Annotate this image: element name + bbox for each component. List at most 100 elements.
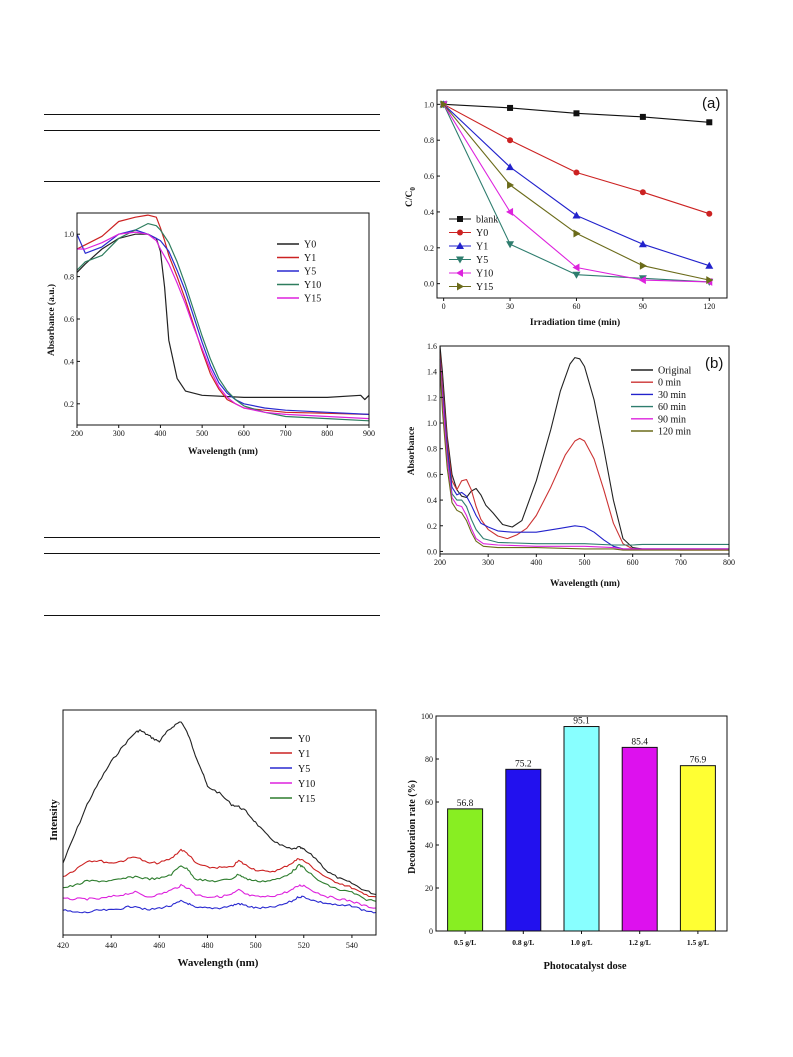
spectra-panel-label: (b) [705,355,723,372]
kinetics-legend-label: Y15 [476,282,493,293]
dose-category-label: 0.8 g/L [512,938,534,947]
pl-ylabel: Intensity [48,799,60,841]
dose-bar-value-label: 76.9 [690,756,707,766]
spectra-line-90-min [439,358,729,550]
kinetics-legend-marker [456,256,464,264]
y-tick-label: 20 [425,884,433,893]
dose-chart: 56.8 75.2 95.1 85.4 76.9 0.5 g/L 0.8 g/L 1.0 g… [407,712,728,972]
kinetics-legend-marker [457,282,464,291]
y-tick-label: 1.4 [427,368,437,377]
dose-category-label: 1.2 g/L [629,938,651,947]
spectra-line-original [439,345,729,550]
x-tick-label: 900 [363,429,375,438]
y-tick-label: 1.0 [424,100,434,109]
y-tick-label: 0.4 [64,357,74,366]
spectra-line-120-min [439,365,729,551]
y-tick-label: 0.2 [64,400,74,409]
pl-legend-label: Y0 [298,734,310,745]
table-rule-3 [44,181,380,182]
table-rule-2 [44,130,380,131]
dose-bar [563,726,600,932]
kinetics-point-y15 [639,261,647,270]
spectra-legend-label: 120 min [658,427,691,438]
spectra-line-30-min [439,358,729,550]
kinetics-legend-marker [456,269,463,277]
y-tick-label: 60 [425,798,433,807]
x-tick-label: 480 [201,941,213,950]
y-tick-label: 0.4 [424,208,434,217]
kinetics-line-y0 [443,103,710,215]
dose-category-label: 0.5 g/L [454,938,476,947]
x-tick-label: 200 [71,429,83,438]
y-tick-label: 1.2 [427,393,437,402]
kinetics-point-y15 [507,181,515,190]
dose-bar [505,768,542,932]
dose-bar-value-label: 95.1 [573,717,590,727]
kinetics-point-y0 [706,210,713,217]
y-tick-label: 0.6 [64,315,74,324]
x-tick-label: 200 [434,558,446,567]
dose-bar [679,765,716,932]
kinetics-point-y0 [639,189,646,196]
table-rule-1 [44,114,380,115]
uvvis-legend: Y0 Y1 Y5 Y10 Y15 [277,240,321,305]
kinetics-legend-marker [457,216,463,222]
uvvis-legend-label: Y5 [304,267,316,278]
uvvis-yticks: 0.2 0.4 0.6 0.8 1.0 [64,230,80,409]
y-tick-label: 0.8 [64,273,74,282]
y-tick-label: 0.4 [427,496,437,505]
kinetics-point-y1 [572,211,581,219]
y-tick-label: 0.6 [427,470,437,479]
kinetics-point-y15 [706,276,714,285]
kinetics-point-y0 [573,169,580,176]
x-tick-label: 400 [154,429,166,438]
dose-bar-value-label: 75.2 [515,759,532,769]
spectra-line-0-min [439,352,729,551]
kinetics-point-blank [507,104,514,111]
kinetics-point-y1 [705,261,714,269]
uvvis-line-y0 [76,233,370,401]
kinetics-line-y15 [443,103,710,281]
kinetics-point-y5 [506,241,515,249]
kinetics-plot-frame [436,89,728,299]
x-tick-label: 500 [196,429,208,438]
pl-legend-label: Y10 [298,779,315,790]
pl-xlabel: Wavelength (nm) [178,957,259,969]
kinetics-chart: 0 30 60 90 120 0.0 0.2 0.4 0.6 0.8 1.0 (a) Irradi… [405,89,728,328]
pl-line-y5 [62,895,377,914]
x-tick-label: 60 [572,302,580,311]
kinetics-legend-label: Y5 [476,255,488,266]
spectra-chart: 200 300 400 500 600 700 800 0.0 0.2 0.4 0.6 0.8 1.0… [407,342,735,589]
x-tick-label: 120 [703,302,715,311]
uvvis-line-y10 [76,223,370,422]
kinetics-point-blank [706,119,713,126]
spectra-legend-label: 90 min [658,414,686,425]
dose-bar [621,746,658,932]
dose-bar-value-label: 56.8 [457,799,474,809]
x-tick-label: 440 [105,941,117,950]
y-tick-label: 0.2 [427,522,437,531]
dose-category-label: 1.5 g/L [687,938,709,947]
kinetics-legend-label: Y1 [476,242,488,253]
x-tick-label: 300 [113,429,125,438]
pl-legend-label: Y15 [298,794,315,805]
y-tick-label: 1.0 [427,419,437,428]
x-tick-label: 500 [579,558,591,567]
x-tick-label: 420 [57,941,69,950]
pl-line-y15 [62,863,377,902]
x-tick-label: 700 [675,558,687,567]
x-tick-label: 460 [153,941,165,950]
uvvis-chart: 200 300 400 500 600 700 800 900 0.2 0.4 0.6 0.8 1.0… [46,212,375,457]
x-tick-label: 600 [238,429,250,438]
spectra-line-60-min [439,358,729,546]
kinetics-point-y5 [572,271,581,279]
uvvis-legend-label: Y10 [304,280,321,291]
y-tick-label: 0 [429,927,433,936]
kinetics-legend-marker [456,242,464,249]
kinetics-point-blank [639,113,646,120]
kinetics-ylabel-main: C/C [405,190,415,207]
spectra-ylabel: Absorbance [407,427,417,476]
pl-xticks: 420 440 460 480 500 520 540 [57,935,358,950]
spectra-legend-label: 0 min [658,378,681,389]
x-tick-label: 0 [442,302,446,311]
